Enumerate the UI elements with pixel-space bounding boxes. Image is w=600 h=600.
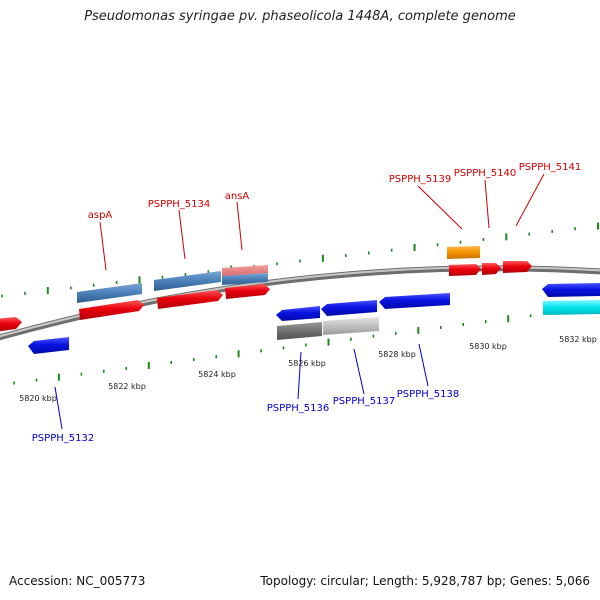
label-pspph-5132[interactable]: PSPPH_5132 <box>32 433 94 444</box>
gene-5139-orange[interactable] <box>447 246 480 259</box>
forward-label-leaders <box>99 173 545 271</box>
label-aspA[interactable]: aspA <box>88 210 113 221</box>
gene-5134-steel[interactable] <box>154 271 221 291</box>
cds-5141[interactable] <box>503 261 532 273</box>
reverse-label-leaders <box>54 343 429 430</box>
gene-5137-gray[interactable] <box>323 317 379 335</box>
kbp-label: 5830 kbp <box>469 342 507 351</box>
gene-aspA-steel[interactable] <box>77 283 142 303</box>
gene-5136-gray[interactable] <box>277 322 322 340</box>
label-pspph-5134[interactable]: PSPPH_5134 <box>148 199 210 210</box>
topology-stats-text: Topology: circular; Length: 5,928,787 bp… <box>260 574 590 588</box>
cds-5139[interactable] <box>449 264 481 276</box>
gene-ansA-pink[interactable] <box>222 265 268 276</box>
cds-feature[interactable] <box>0 317 22 332</box>
label-pspph-5137[interactable]: PSPPH_5137 <box>333 396 395 407</box>
label-pspph-5138[interactable]: PSPPH_5138 <box>397 389 459 400</box>
kbp-label: 5822 kbp <box>108 382 146 391</box>
gene-ansA-steel[interactable] <box>222 273 268 285</box>
label-pspph-5140[interactable]: PSPPH_5140 <box>454 168 516 179</box>
kbp-label: 5832 kbp <box>559 335 597 344</box>
kbp-label: 5828 kbp <box>378 350 416 359</box>
kbp-scale-labels: 5820 kbp 5822 kbp 5824 kbp 5826 kbp 5828… <box>19 335 597 403</box>
cds-feature-right[interactable] <box>542 283 600 297</box>
feature-cyan[interactable] <box>543 300 600 315</box>
forward-gene-labels: aspA PSPPH_5134 ansA PSPPH_5139 PSPPH_51… <box>88 162 581 221</box>
cds-5138[interactable] <box>379 293 450 309</box>
cds-aspA[interactable] <box>79 300 144 320</box>
accession-text: Accession: NC_005773 <box>9 574 146 588</box>
forward-tick-track <box>1 222 599 298</box>
label-pspph-5136[interactable]: PSPPH_5136 <box>267 403 329 414</box>
cds-5134[interactable] <box>157 290 223 309</box>
forward-features <box>0 246 532 332</box>
map-title: Pseudomonas syringae pv. phaseolicola 14… <box>84 9 516 24</box>
cds-5140[interactable] <box>482 263 501 275</box>
kbp-label: 5826 kbp <box>288 359 326 368</box>
label-pspph-5141[interactable]: PSPPH_5141 <box>519 162 581 173</box>
cds-5132[interactable] <box>28 337 69 354</box>
kbp-label: 5820 kbp <box>19 394 57 403</box>
label-ansA[interactable]: ansA <box>225 191 250 202</box>
cds-5135[interactable] <box>276 306 320 321</box>
cds-ansA[interactable] <box>225 284 270 299</box>
label-pspph-5139[interactable]: PSPPH_5139 <box>389 174 451 185</box>
reverse-gene-labels: PSPPH_5132 PSPPH_5136 PSPPH_5137 PSPPH_5… <box>32 389 459 444</box>
kbp-label: 5824 kbp <box>198 370 236 379</box>
cds-5136[interactable] <box>321 300 377 316</box>
reverse-features <box>28 283 600 354</box>
reverse-tick-track <box>13 303 599 385</box>
